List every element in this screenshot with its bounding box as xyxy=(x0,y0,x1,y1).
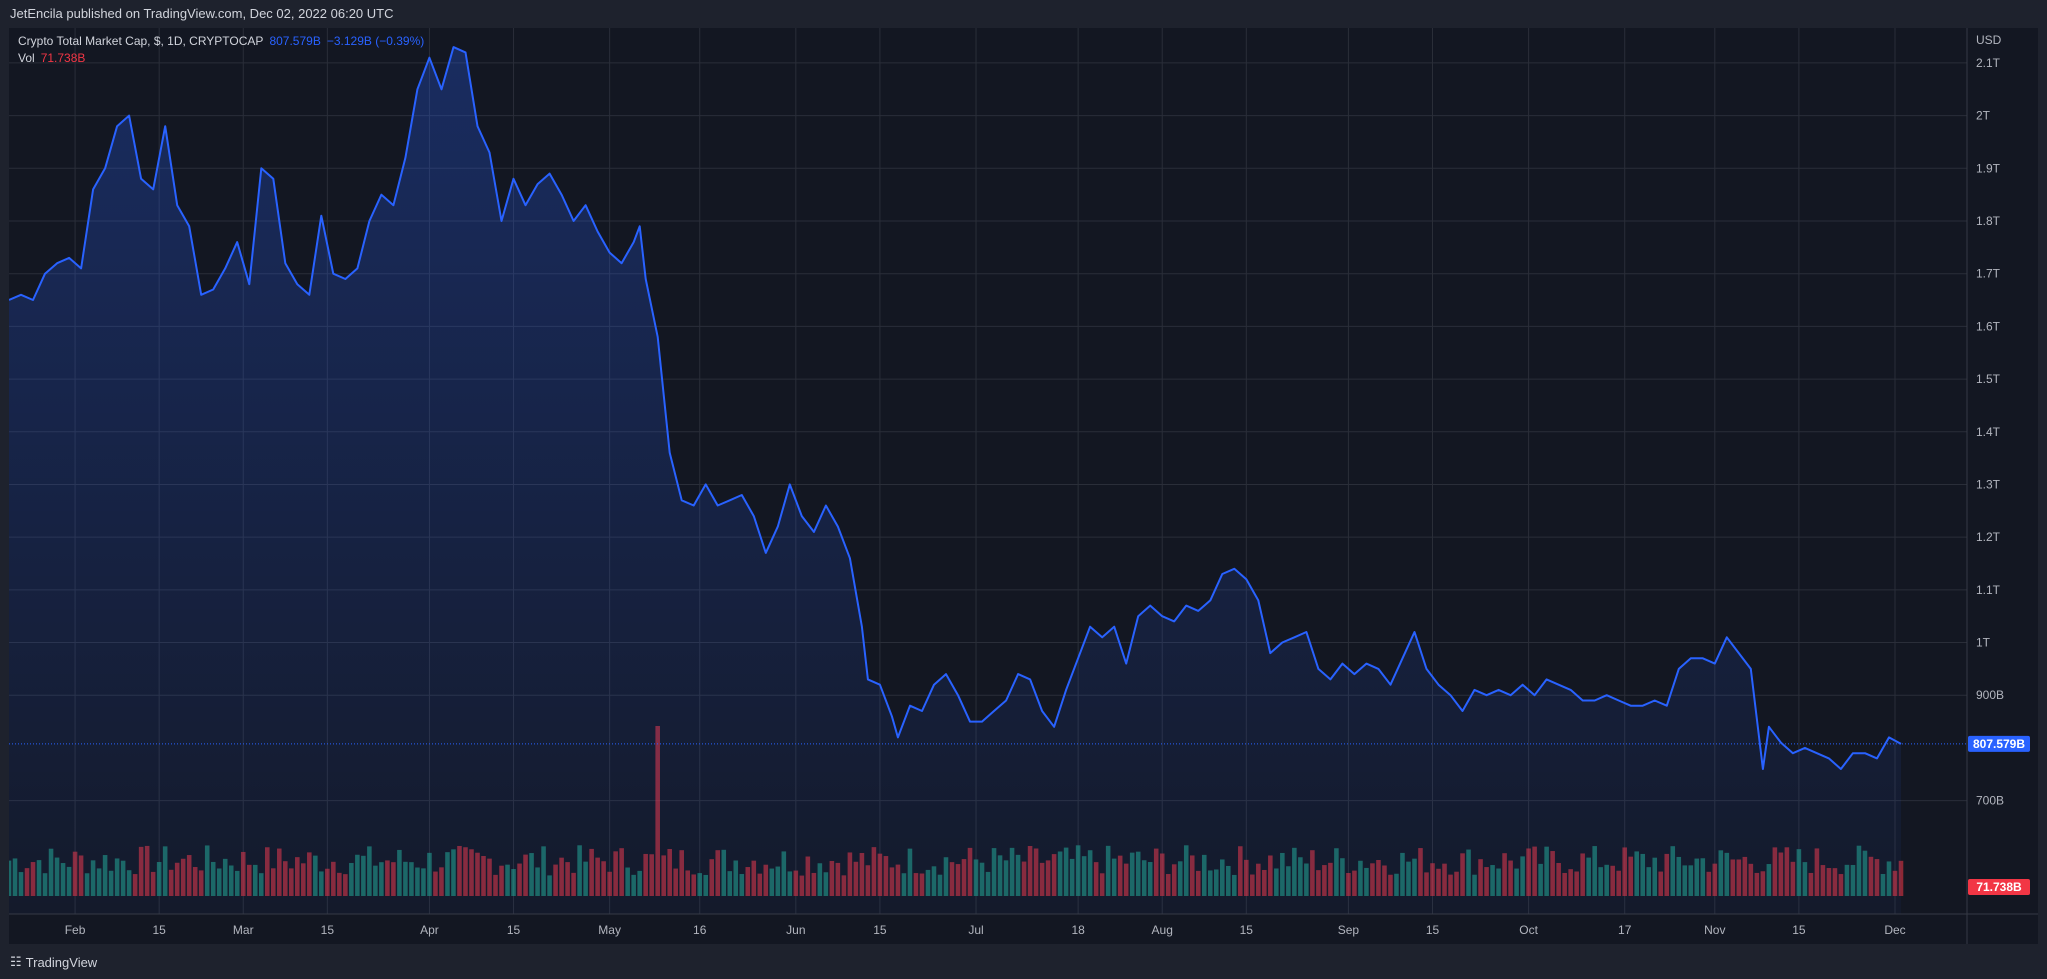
chart-canvas[interactable]: 2.2T2.1T2T1.9T1.8T1.7T1.6T1.5T1.4T1.3T1.… xyxy=(9,28,2038,944)
volume-tag xyxy=(1968,879,2030,895)
y-tick-label: 2.1T xyxy=(1976,56,2001,70)
volume-label: 71.738B xyxy=(1976,880,2022,894)
x-tick-label: Mar xyxy=(233,923,254,937)
y-tick-label: 1.9T xyxy=(1976,161,2001,175)
x-tick-label: 15 xyxy=(507,923,521,937)
y-tick-label: 700B xyxy=(1976,794,2004,808)
legend-volume-row[interactable]: Vol 71.738B xyxy=(18,50,424,67)
chart-area[interactable]: 2.2T2.1T2T1.9T1.8T1.7T1.6T1.5T1.4T1.3T1.… xyxy=(9,28,2038,944)
axes: 2.2T2.1T2T1.9T1.8T1.7T1.6T1.5T1.4T1.3T1.… xyxy=(9,28,2038,944)
x-tick-label: Sep xyxy=(1338,923,1360,937)
x-tick-label: 15 xyxy=(1792,923,1806,937)
footer: ☷ TradingView xyxy=(0,944,2047,979)
y-tick-label: 1.2T xyxy=(1976,530,2001,544)
x-tick-label: 18 xyxy=(1071,923,1085,937)
y-tick-label: 1.1T xyxy=(1976,583,2001,597)
legend-symbol: Crypto Total Market Cap, $, 1D, CRYPTOCA… xyxy=(18,34,264,48)
tradingview-logo-icon: ☷ xyxy=(10,954,22,969)
x-tick-label: 15 xyxy=(1426,923,1440,937)
x-tick-label: Jul xyxy=(968,923,983,937)
last-price-label: 807.579B xyxy=(1973,737,2025,751)
x-tick-label: Jun xyxy=(786,923,805,937)
x-tick-label: Dec xyxy=(1884,923,1905,937)
tradingview-brand[interactable]: ☷ TradingView xyxy=(10,954,97,970)
y-tick-label: 1.8T xyxy=(1976,214,2001,228)
y-tick-label: 1.6T xyxy=(1976,319,2001,333)
x-tick-label: 15 xyxy=(1240,923,1254,937)
publish-info-bar: JetEncila published on TradingView.com, … xyxy=(0,0,2047,28)
price-labels: 807.579B 71.738B xyxy=(9,735,2030,895)
last-price-tag xyxy=(1968,735,2030,752)
x-tick-label: 15 xyxy=(152,923,166,937)
area-fill xyxy=(9,47,1901,915)
y-tick-label: 1.3T xyxy=(1976,477,2001,491)
x-tick-label: Aug xyxy=(1152,923,1173,937)
y-tick-label: 1T xyxy=(1976,636,1991,650)
x-tick-label: Nov xyxy=(1704,923,1725,937)
x-tick-label: Oct xyxy=(1519,923,1538,937)
x-tick-label: 17 xyxy=(1618,923,1632,937)
y-tick-label: 1.5T xyxy=(1976,372,2001,386)
legend-vol-value: 71.738B xyxy=(40,51,86,65)
y-tick-label: 900B xyxy=(1976,688,2004,702)
x-tick-label: May xyxy=(598,923,621,937)
brand-name: TradingView xyxy=(25,954,98,970)
x-tick-label: Apr xyxy=(420,923,439,937)
publish-info-text: JetEncila published on TradingView.com, … xyxy=(10,6,394,21)
price-area xyxy=(9,46,1902,915)
y-tick-label: 1.7T xyxy=(1976,267,2001,281)
x-tick-label: 15 xyxy=(321,923,335,937)
x-tick-label: Feb xyxy=(65,923,86,937)
chart-legend: Crypto Total Market Cap, $, 1D, CRYPTOCA… xyxy=(18,33,424,67)
legend-symbol-row[interactable]: Crypto Total Market Cap, $, 1D, CRYPTOCA… xyxy=(18,33,424,50)
y-tick-label: 2T xyxy=(1976,109,1991,123)
y-unit-label: USD xyxy=(1976,33,2002,47)
y-tick-label: 1.4T xyxy=(1976,425,2001,439)
legend-change: −3.129B (−0.39%) xyxy=(326,34,425,48)
price-line xyxy=(9,46,1902,770)
x-tick-label: 16 xyxy=(693,923,707,937)
legend-last-value: 807.579B xyxy=(269,34,321,48)
x-tick-label: 15 xyxy=(873,923,887,937)
legend-vol-label: Vol xyxy=(18,51,35,65)
